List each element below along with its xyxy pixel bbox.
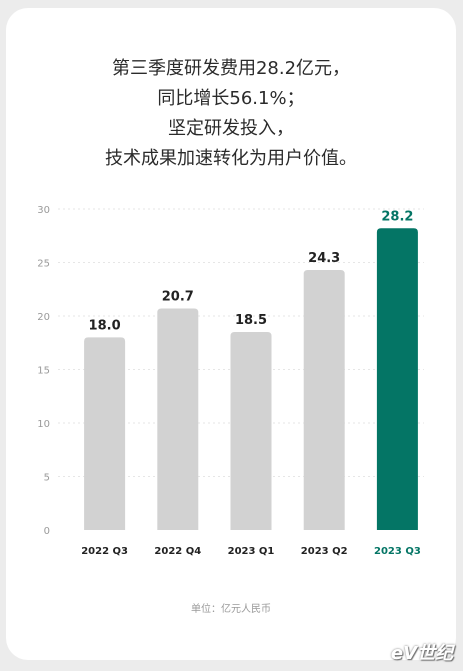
- chart-card: 第三季度研发费用28.2亿元， 同比增长56.1%； 坚定研发投入， 技术成果加…: [6, 8, 456, 660]
- y-tick-label: 15: [37, 366, 50, 377]
- bar: [303, 269, 345, 530]
- watermark-logo: eV世纪: [390, 643, 453, 664]
- x-tick-label: 2023 Q1: [228, 546, 275, 557]
- y-tick-label: 10: [37, 419, 50, 430]
- y-tick-label: 5: [44, 473, 50, 484]
- y-tick-label: 25: [37, 259, 50, 270]
- x-tick-label: 2022 Q3: [81, 546, 128, 557]
- headline: 第三季度研发费用28.2亿元， 同比增长56.1%； 坚定研发投入， 技术成果加…: [6, 54, 456, 174]
- y-tick-label: 30: [37, 205, 50, 216]
- bar: [376, 228, 418, 530]
- x-tick-label: 2023 Q2: [301, 546, 348, 557]
- bar-value-label: 28.2: [381, 209, 413, 224]
- bar-value-label: 18.5: [235, 313, 267, 328]
- headline-line-1: 第三季度研发费用28.2亿元，: [111, 58, 351, 79]
- bar-value-label: 20.7: [162, 290, 194, 305]
- headline-line-4: 技术成果加速转化为用户价值。: [105, 148, 357, 169]
- x-tick-label: 2022 Q4: [154, 546, 201, 557]
- bar-value-label: 18.0: [89, 318, 121, 333]
- bar: [84, 337, 126, 530]
- bar-chart: 0 5 10 15 20 25 30 18.0 2022 Q3 20.7 2022 Q4 18.5 20…: [37, 205, 424, 557]
- unit-label: 单位：亿元人民币: [191, 604, 271, 615]
- y-tick-label: 0: [44, 526, 50, 537]
- bar: [157, 308, 199, 530]
- y-tick-label: 20: [37, 312, 50, 323]
- bar-value-label: 24.3: [308, 251, 340, 266]
- headline-line-3: 坚定研发投入，: [168, 118, 294, 139]
- x-tick-label: 2023 Q3: [374, 546, 421, 557]
- headline-line-2: 同比增长56.1%；: [157, 88, 305, 109]
- bar: [230, 332, 272, 530]
